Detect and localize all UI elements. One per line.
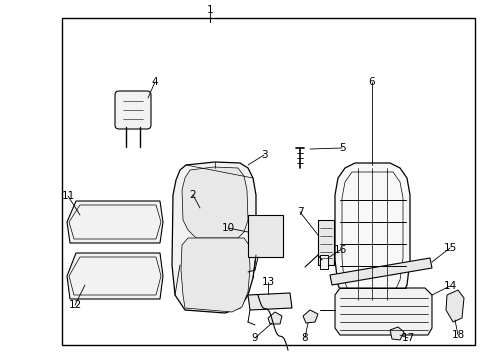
Text: 5: 5 (338, 143, 345, 153)
Text: 10: 10 (221, 223, 234, 233)
Text: 14: 14 (443, 281, 456, 291)
Polygon shape (182, 167, 247, 238)
Polygon shape (334, 163, 409, 308)
Polygon shape (181, 238, 249, 312)
Bar (317, 220, 333, 265)
Polygon shape (389, 327, 403, 340)
Text: 7: 7 (296, 207, 303, 217)
Text: 9: 9 (251, 333, 258, 343)
Text: 15: 15 (443, 243, 456, 253)
Text: 16: 16 (333, 245, 346, 255)
Bar (62, 18, 474, 345)
Polygon shape (329, 258, 431, 285)
Text: 18: 18 (450, 330, 464, 340)
Polygon shape (445, 290, 463, 322)
Polygon shape (267, 312, 282, 324)
Text: 8: 8 (301, 333, 307, 343)
Bar (319, 255, 327, 269)
Polygon shape (172, 162, 256, 313)
FancyBboxPatch shape (115, 91, 151, 129)
Polygon shape (303, 310, 317, 323)
Text: 3: 3 (260, 150, 267, 160)
Text: 17: 17 (401, 333, 414, 343)
Text: 13: 13 (261, 277, 274, 287)
Text: 4: 4 (151, 77, 158, 87)
Text: 2: 2 (189, 190, 196, 200)
Text: 1: 1 (206, 5, 213, 15)
Polygon shape (67, 253, 163, 299)
Text: 12: 12 (68, 300, 81, 310)
Bar (247, 215, 283, 257)
Polygon shape (67, 201, 163, 243)
Text: 6: 6 (368, 77, 375, 87)
Text: 11: 11 (61, 191, 75, 201)
Polygon shape (334, 288, 431, 335)
Polygon shape (247, 293, 291, 310)
